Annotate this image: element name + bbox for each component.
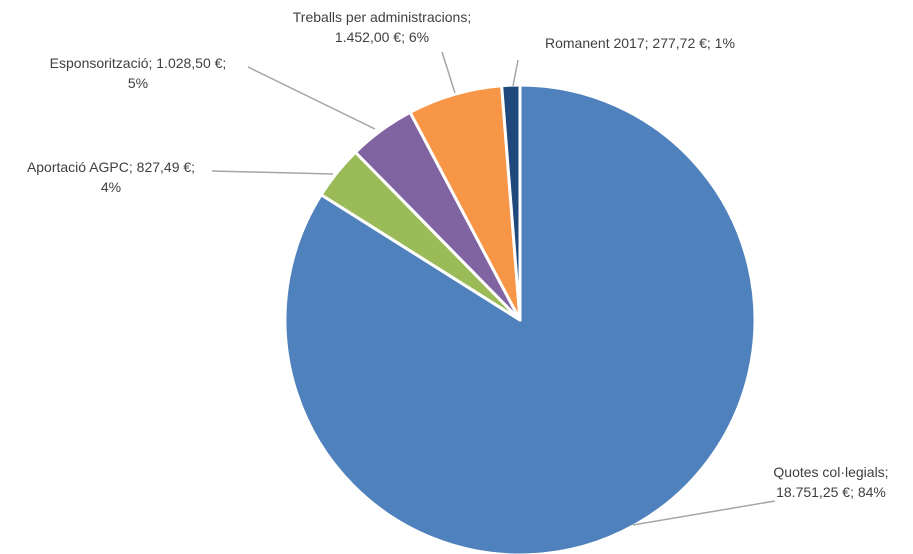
leader-line-treballs xyxy=(441,51,456,94)
data-label-treballs-line1: Treballs per administracions; xyxy=(292,9,472,25)
leader-lines xyxy=(211,51,776,526)
data-label-espons-line2: 5% xyxy=(127,75,149,91)
data-label-agpc: Aportació AGPC; 827,49 €; 4% xyxy=(6,157,216,197)
pie-slices xyxy=(283,83,757,554)
data-label-quotes-line2: 18.751,25 €; 84% xyxy=(776,484,886,500)
data-label-agpc-line1: Aportació AGPC; 827,49 €; xyxy=(26,159,196,175)
data-label-treballs-line2: 1.452,00 €; 6% xyxy=(334,29,430,45)
leader-line-romanent xyxy=(512,59,519,87)
data-label-espons: Esponsorització; 1.028,50 €; 5% xyxy=(28,53,248,93)
leader-line-espons xyxy=(247,66,376,130)
leader-line-agpc xyxy=(211,170,334,175)
data-label-treballs: Treballs per administracions; 1.452,00 €… xyxy=(262,7,502,47)
data-label-espons-line1: Esponsorització; 1.028,50 €; xyxy=(49,55,227,71)
leader-line-quotes xyxy=(632,500,776,526)
pie-slice-romanent-2017 xyxy=(500,83,522,322)
data-label-quotes: Quotes col·legials; 18.751,25 €; 84% xyxy=(756,462,906,502)
data-label-romanent-line1: Romanent 2017; 277,72 €; 1% xyxy=(545,35,735,51)
data-label-agpc-line2: 4% xyxy=(100,179,122,195)
data-label-quotes-line1: Quotes col·legials; xyxy=(773,464,889,480)
data-label-romanent: Romanent 2017; 277,72 €; 1% xyxy=(545,33,735,53)
